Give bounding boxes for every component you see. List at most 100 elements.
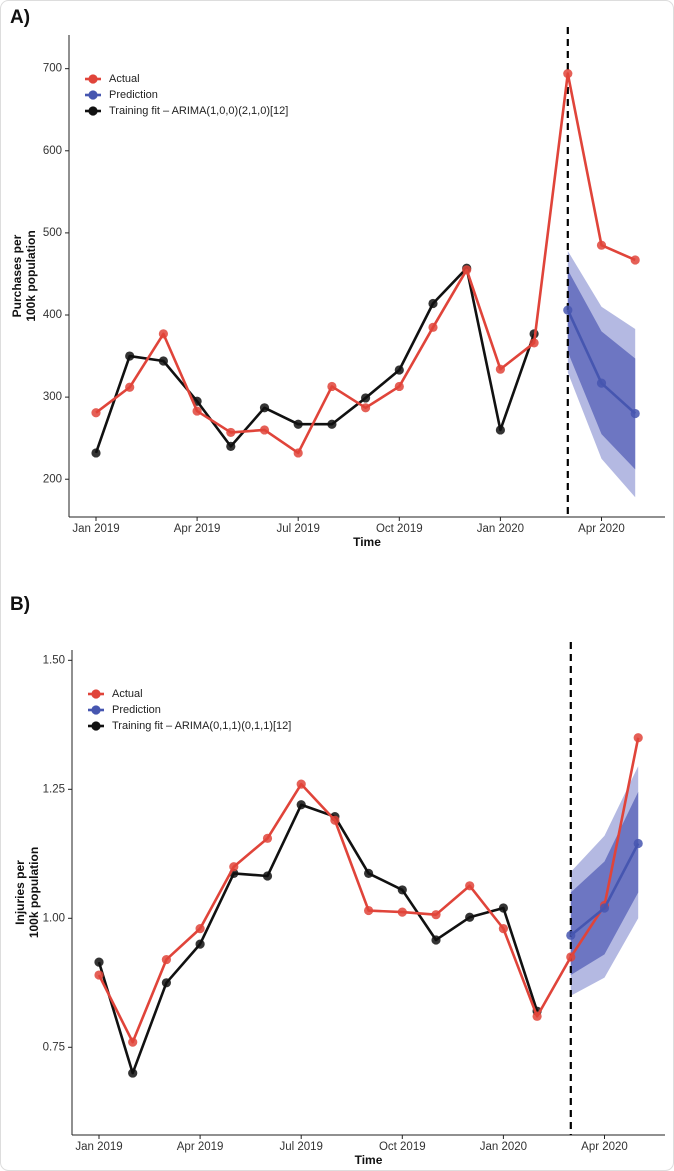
data-point xyxy=(596,378,607,388)
y-axis-title-line: Injuries per xyxy=(13,860,27,925)
data-point xyxy=(226,427,236,438)
x-tick-label: Apr 2019 xyxy=(177,1141,224,1153)
data-point xyxy=(192,406,202,416)
data-point xyxy=(532,1011,542,1021)
legend-label: Actual xyxy=(112,688,143,700)
data-point xyxy=(293,448,303,458)
data-point xyxy=(465,912,475,922)
legend-label: Prediction xyxy=(109,89,158,101)
data-point xyxy=(229,862,239,872)
data-point xyxy=(364,868,374,879)
data-point xyxy=(431,910,441,920)
data-point xyxy=(596,240,607,250)
data-point xyxy=(563,68,573,79)
y-axis-title-line: 100k population xyxy=(27,847,41,938)
legend-label: Training fit – ARIMA(1,0,0)(2,1,0)[12] xyxy=(109,105,288,117)
y-tick-label: 200 xyxy=(43,473,62,485)
data-point xyxy=(428,322,438,332)
x-tick-label: Apr 2020 xyxy=(578,523,625,535)
data-point xyxy=(633,838,643,849)
x-tick-label: Jan 2020 xyxy=(480,1141,527,1153)
data-point xyxy=(529,338,539,348)
x-tick-label: Apr 2020 xyxy=(581,1141,628,1153)
legend-label: Actual xyxy=(109,73,140,85)
y-tick-label: 1.50 xyxy=(43,654,65,666)
data-point xyxy=(397,907,407,917)
data-point xyxy=(630,255,640,265)
x-tick-label: Jan 2019 xyxy=(75,1141,122,1153)
y-tick-label: 500 xyxy=(43,227,62,239)
x-tick-label: Jan 2020 xyxy=(477,523,524,535)
data-point xyxy=(293,419,303,429)
data-point xyxy=(630,408,640,419)
data-point xyxy=(462,265,472,275)
legend-label: Prediction xyxy=(112,704,161,716)
data-point xyxy=(428,298,438,309)
data-point xyxy=(394,381,404,392)
legend-marker xyxy=(88,74,98,84)
panel-label: A) xyxy=(10,7,30,28)
legend-marker xyxy=(91,705,101,715)
data-point xyxy=(195,924,205,934)
data-point xyxy=(226,441,236,451)
data-point xyxy=(91,408,101,418)
data-point xyxy=(361,403,371,413)
data-point xyxy=(566,930,576,940)
data-point xyxy=(296,800,306,810)
y-tick-label: 300 xyxy=(43,391,62,403)
data-point xyxy=(195,939,205,949)
legend-label: Training fit – ARIMA(0,1,1)(0,1,1)[12] xyxy=(112,720,291,732)
series-line xyxy=(97,803,539,1075)
data-point xyxy=(158,329,168,339)
y-tick-label: 600 xyxy=(43,145,62,157)
data-point xyxy=(161,954,171,965)
data-point xyxy=(128,1068,138,1078)
data-point xyxy=(495,425,505,435)
data-point xyxy=(262,833,273,843)
data-point xyxy=(361,393,371,403)
legend-marker xyxy=(88,90,98,100)
x-tick-label: Apr 2019 xyxy=(174,523,221,535)
data-point xyxy=(158,356,168,366)
y-axis-title: Purchases per100k population xyxy=(10,230,38,321)
y-tick-label: 1.25 xyxy=(43,783,65,795)
data-point xyxy=(498,903,508,913)
data-point xyxy=(259,403,270,413)
x-tick-label: Jan 2019 xyxy=(72,523,119,535)
x-tick-label: Oct 2019 xyxy=(376,523,423,535)
x-axis-title: Time xyxy=(355,1153,383,1167)
data-point xyxy=(296,779,306,789)
data-point xyxy=(94,970,104,980)
y-axis-title-line: Purchases per xyxy=(10,234,24,317)
data-point xyxy=(128,1037,138,1047)
x-tick-label: Jul 2019 xyxy=(276,523,319,535)
y-tick-label: 400 xyxy=(43,309,62,321)
data-point xyxy=(397,885,407,895)
data-point xyxy=(262,871,273,881)
data-point xyxy=(431,935,441,945)
data-point xyxy=(364,905,374,916)
series-line xyxy=(94,266,536,454)
data-point xyxy=(599,903,610,913)
x-tick-label: Jul 2019 xyxy=(279,1141,322,1153)
prediction-interval xyxy=(567,269,636,470)
x-tick-label: Oct 2019 xyxy=(379,1141,426,1153)
legend-marker xyxy=(91,721,101,731)
y-axis-title: Injuries per100k population xyxy=(13,847,41,938)
data-point xyxy=(94,957,104,967)
y-tick-label: 0.75 xyxy=(43,1041,65,1053)
data-point xyxy=(394,365,404,375)
panel-label: B) xyxy=(10,594,30,615)
data-point xyxy=(498,924,508,934)
legend-marker xyxy=(91,689,101,699)
data-point xyxy=(633,733,643,743)
y-tick-label: 700 xyxy=(43,63,62,75)
legend-marker xyxy=(88,106,98,116)
data-point xyxy=(125,351,135,361)
y-axis-title-line: 100k population xyxy=(24,230,38,321)
data-point xyxy=(566,952,576,962)
data-point xyxy=(125,382,135,392)
